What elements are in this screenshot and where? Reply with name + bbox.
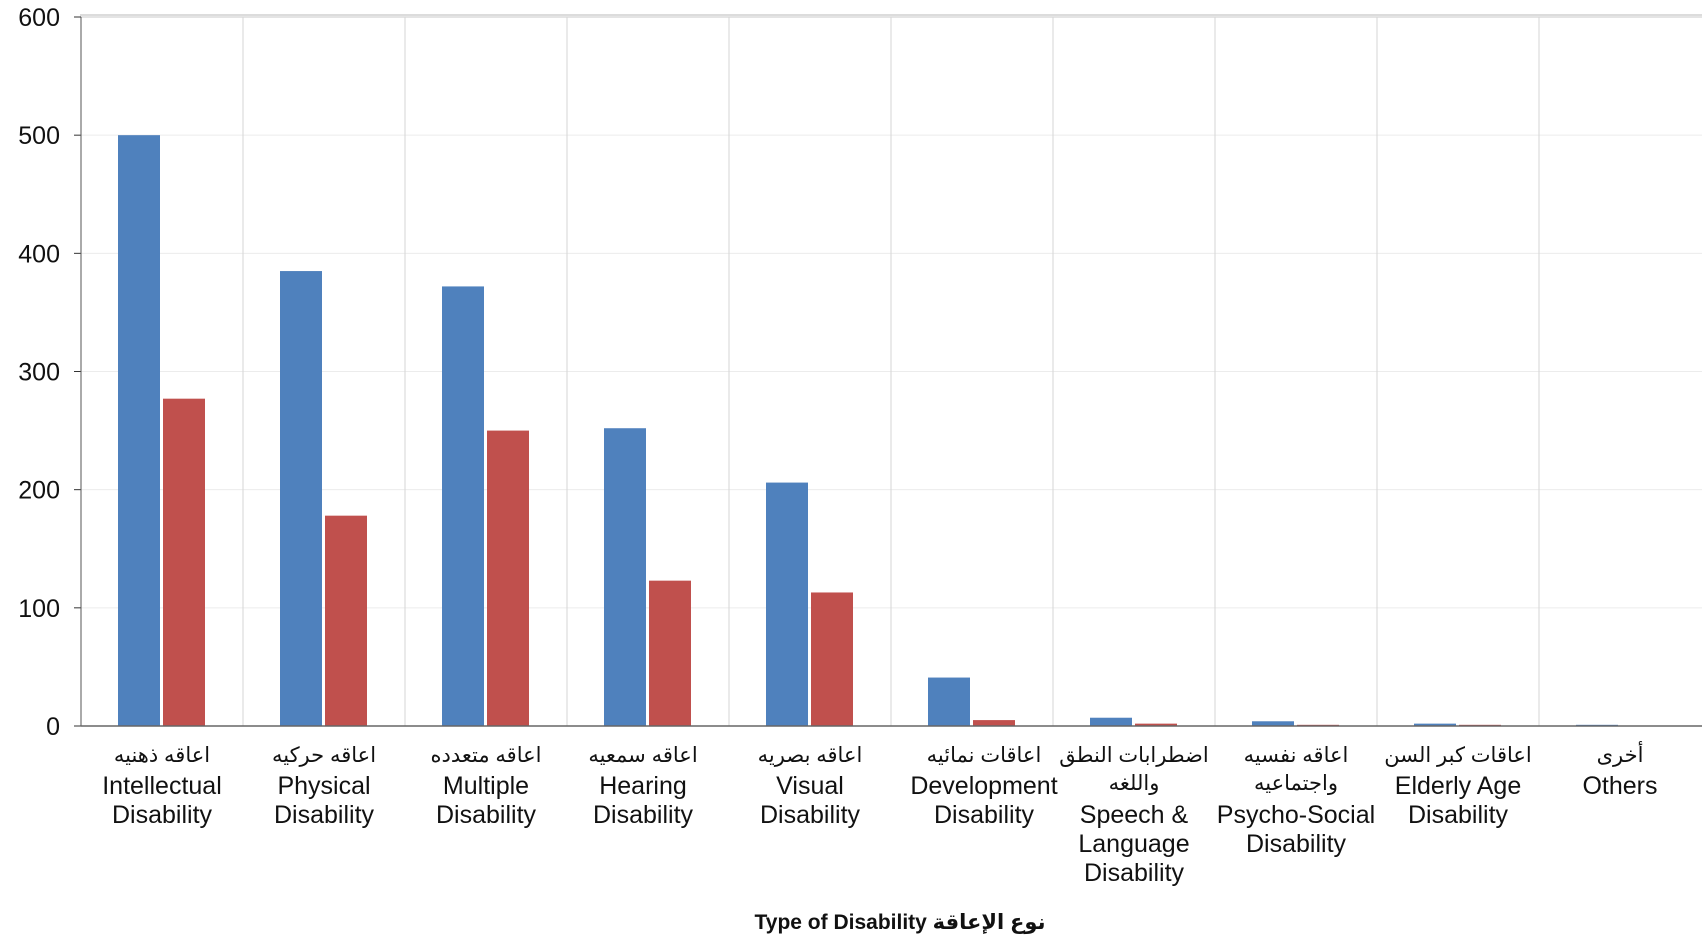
bar-series-2 — [163, 398, 205, 726]
x-category-label-en: Speech & — [1080, 801, 1189, 829]
x-category-label: أخرى Others — [1582, 741, 1657, 800]
bar-series-2 — [649, 580, 691, 726]
bar-series-2 — [325, 515, 367, 726]
y-tick-labels: 0 100 200 300 400 500 600 — [18, 4, 60, 741]
bar-series-2 — [1135, 723, 1177, 726]
x-category-label-en: Disability — [112, 801, 213, 829]
grid-lines — [81, 16, 1702, 726]
x-category-label-ar: اعاقه نفسيه واجتماعيه — [1244, 744, 1349, 795]
x-category-label-ar: اضطرابات النطق واللغه — [1059, 744, 1208, 795]
x-category-label-ar: اعاقات كبر السن — [1384, 744, 1532, 767]
x-category-label-ar: اعاقه ذهنيه — [114, 744, 210, 767]
y-tick-label: 400 — [18, 240, 60, 268]
x-category-label-en: Disability — [760, 801, 861, 829]
x-category-label-en: Language — [1078, 830, 1189, 858]
y-tick-label: 600 — [18, 4, 60, 32]
x-category-label-en: Disability — [274, 801, 375, 829]
bar-series-1 — [1252, 721, 1294, 726]
x-axis-title: Type of Disability نوع الإعاقة — [755, 911, 1046, 934]
x-category-label-en: Physical — [277, 772, 370, 800]
y-tick-label: 100 — [18, 595, 60, 623]
x-category-label: اضطرابات النطق واللغه Speech &LanguageDisa… — [1059, 744, 1208, 887]
y-tick-label: 0 — [46, 713, 60, 741]
x-category-label-ar: أخرى — [1597, 741, 1644, 767]
x-category-label-en: Development — [910, 772, 1057, 800]
x-category-label-en: Disability — [1246, 830, 1347, 858]
x-category-label-en: Visual — [776, 772, 844, 800]
bar-series-1 — [280, 271, 322, 726]
x-category-label-en: Disability — [934, 801, 1035, 829]
bar-series-1 — [604, 428, 646, 726]
bar-series-1 — [1414, 723, 1456, 726]
bar-series-1 — [442, 286, 484, 726]
x-category-label-ar: اعاقه بصريه — [758, 744, 863, 767]
y-tick-label: 300 — [18, 359, 60, 387]
x-category-label-en: Disability — [1408, 801, 1509, 829]
bar-series-2 — [811, 592, 853, 726]
bar-series-1 — [1090, 717, 1132, 726]
x-category-label-en: Disability — [1084, 859, 1185, 887]
x-category-label-en: Disability — [436, 801, 537, 829]
bar-series-1 — [118, 135, 160, 726]
bar-series-1 — [766, 482, 808, 726]
plot-frame-top — [80, 14, 1702, 18]
bar-series-2 — [973, 720, 1015, 726]
x-category-label-en: Psycho-Social — [1217, 801, 1375, 829]
x-category-label-en: Disability — [593, 801, 694, 829]
x-category-label-ar: اعاقه حركيه — [272, 744, 376, 767]
x-category-label-ar: اعاقه سمعيه — [588, 744, 697, 767]
x-category-label-ar: اعاقات نمائيه — [927, 744, 1042, 767]
x-category-label-en: Others — [1582, 772, 1657, 800]
axes — [74, 16, 1702, 727]
bar-series-1 — [928, 677, 970, 726]
y-tick-label: 200 — [18, 477, 60, 505]
x-category-label-en: Multiple — [443, 772, 529, 800]
x-category-label: اعاقه نفسيه واجتماعيه Psycho-SocialDisabil… — [1217, 744, 1375, 858]
x-category-label-en: Intellectual — [102, 772, 222, 800]
bars — [118, 135, 1618, 726]
x-category-label-en: Hearing — [599, 772, 687, 800]
bar-series-2 — [487, 430, 529, 726]
x-category-label-ar: اعاقه متعدده — [431, 744, 542, 767]
x-category-label-en: Elderly Age — [1395, 772, 1521, 800]
y-tick-label: 500 — [18, 122, 60, 150]
